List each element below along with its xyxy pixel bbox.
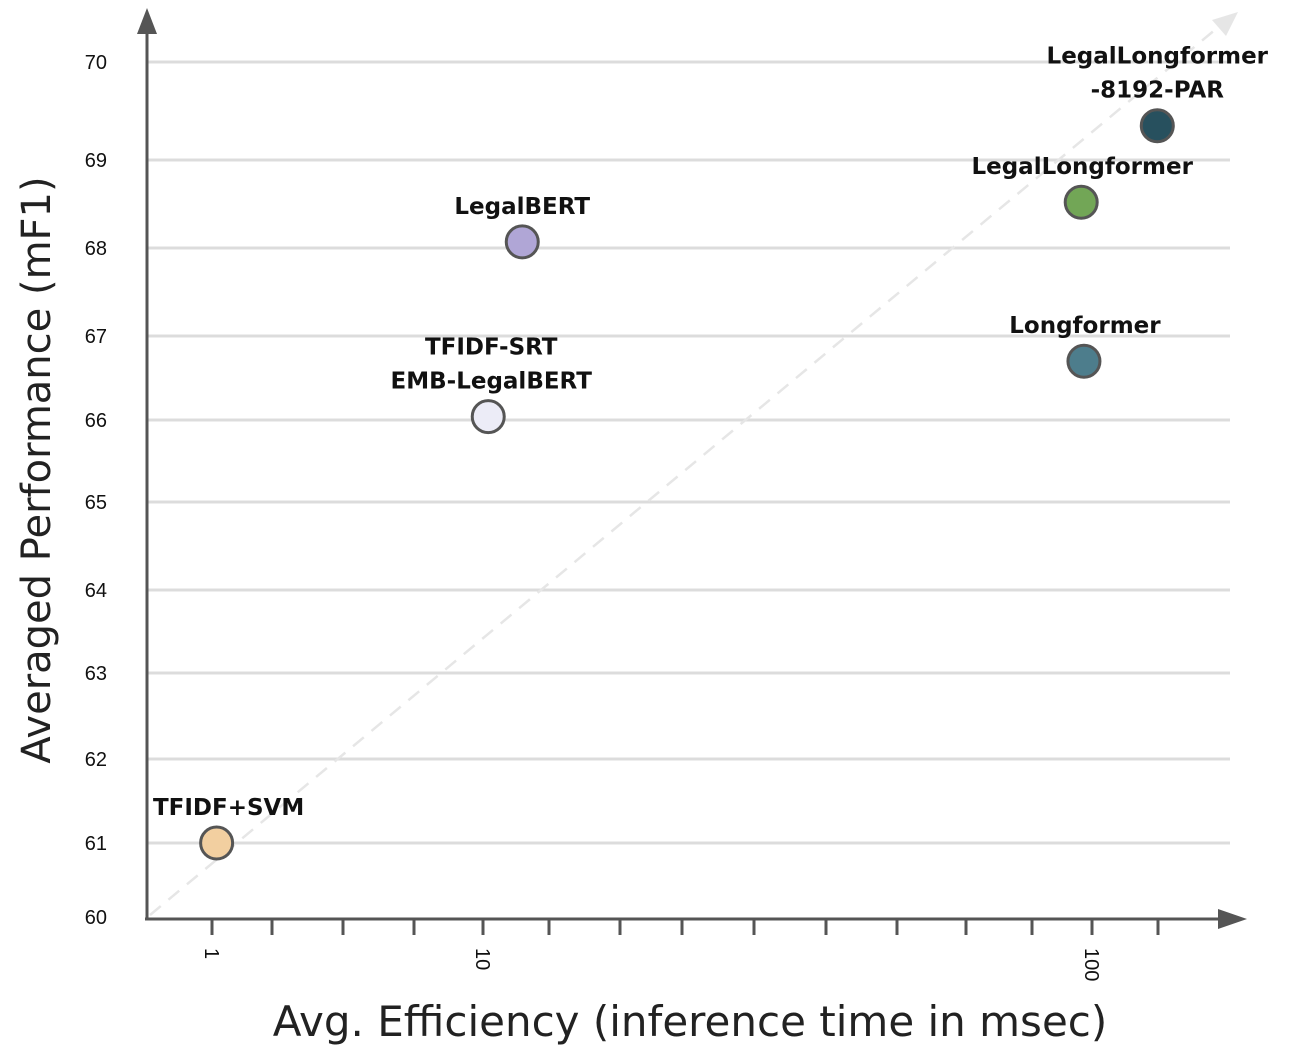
data-point bbox=[1063, 184, 1099, 220]
gridlines bbox=[147, 60, 1230, 845]
y-tick-label: 62 bbox=[85, 749, 107, 771]
data-point-label: TFIDF-SRT bbox=[425, 335, 558, 361]
data-point-group: LegalLongformer bbox=[971, 154, 1194, 220]
y-tick-label: 66 bbox=[85, 410, 107, 432]
y-tick-label: 63 bbox=[85, 663, 107, 685]
axes bbox=[137, 8, 1247, 929]
y-tick-label: 69 bbox=[85, 150, 107, 172]
data-point-group: LegalLongformer -8192-PAR bbox=[1047, 44, 1269, 144]
data-point bbox=[1066, 343, 1102, 379]
trend-line bbox=[149, 12, 1238, 916]
data-point-label: EMB-LegalBERT bbox=[391, 369, 593, 395]
x-tick-label: 10 bbox=[471, 948, 493, 970]
y-tick-label: 68 bbox=[85, 238, 107, 260]
x-tick-label: 100 bbox=[1080, 948, 1102, 981]
data-point-label: LegalLongformer bbox=[1047, 44, 1269, 70]
y-tick-label: 60 bbox=[85, 907, 107, 929]
y-tick-label: 64 bbox=[85, 580, 107, 602]
x-ticks: 1 10 100 bbox=[200, 920, 1160, 981]
data-point bbox=[470, 399, 506, 435]
y-axis-title: Averaged Performance (mF1) bbox=[14, 176, 60, 763]
data-point-label: TFIDF+SVM bbox=[153, 795, 304, 821]
y-tick-label: 65 bbox=[85, 492, 107, 514]
data-point-label: Longformer bbox=[1009, 313, 1161, 339]
data-point-group: Longformer bbox=[1009, 313, 1161, 379]
data-point bbox=[504, 224, 540, 260]
data-point bbox=[199, 825, 235, 861]
trend-arrowhead bbox=[1212, 12, 1238, 36]
data-point-label: LegalBERT bbox=[454, 194, 590, 220]
data-point bbox=[1139, 108, 1175, 144]
data-point-group: TFIDF+SVM bbox=[153, 795, 304, 861]
data-point-label: LegalLongformer bbox=[971, 154, 1193, 180]
x-axis-title: Avg. Efficiency (inference time in msec) bbox=[273, 997, 1108, 1046]
y-tick-label: 67 bbox=[85, 326, 107, 348]
x-axis-arrow bbox=[1218, 909, 1247, 929]
y-tick-label: 70 bbox=[85, 52, 107, 74]
data-point-group: LegalBERT bbox=[454, 194, 590, 260]
trend-line-dash bbox=[149, 23, 1223, 916]
data-point-label: -8192-PAR bbox=[1091, 78, 1225, 104]
x-tick-label: 1 bbox=[200, 948, 222, 959]
y-axis-arrow bbox=[137, 8, 157, 34]
y-tick-label: 61 bbox=[85, 833, 107, 855]
y-tick-labels: 60 61 62 63 64 65 66 67 68 69 70 bbox=[85, 52, 107, 929]
data-points: TFIDF+SVM TFIDF-SRT EMB-LegalBERT LegalBERT… bbox=[153, 44, 1269, 861]
data-point-group: TFIDF-SRT EMB-LegalBERT bbox=[391, 335, 593, 435]
